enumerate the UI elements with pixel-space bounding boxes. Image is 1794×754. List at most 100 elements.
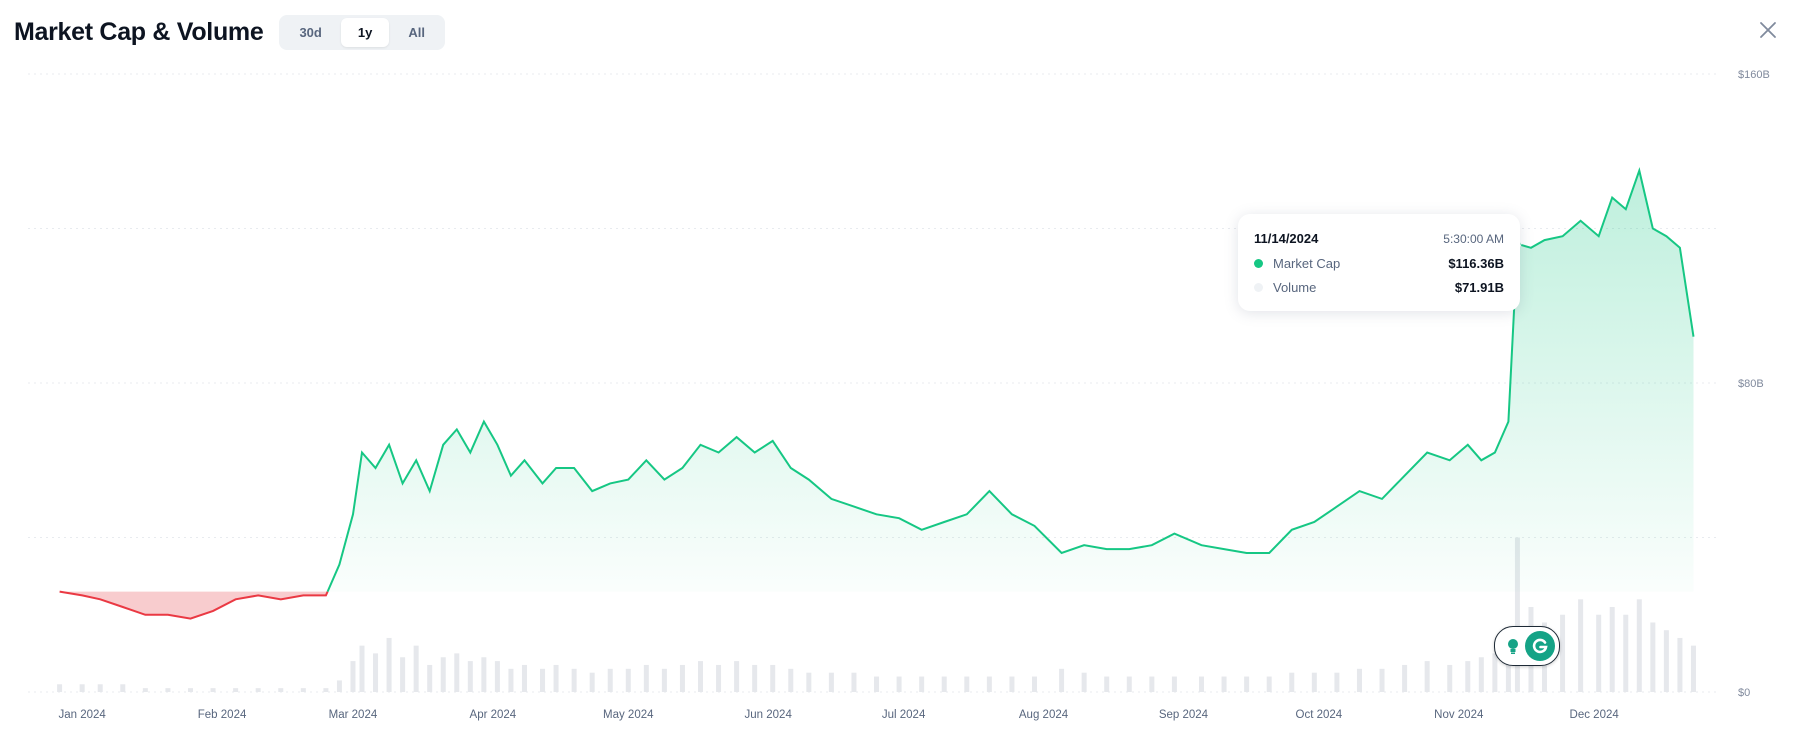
volume-bar: [1596, 614, 1602, 692]
market-cap-line-up: [326, 167, 1695, 592]
volume-bar: [300, 688, 306, 692]
y-tick-label: $0: [1738, 687, 1750, 699]
volume-bar: [964, 676, 970, 692]
grammarly-g-icon: [1525, 631, 1555, 661]
volume-bar: [1266, 676, 1272, 692]
volume-bar: [1578, 599, 1584, 692]
tooltip-volume-label: Volume: [1273, 280, 1317, 295]
x-tick-label: May 2024: [603, 709, 654, 721]
volume-bar: [553, 664, 559, 692]
volume-bar: [986, 676, 992, 692]
volume-bar: [373, 653, 379, 692]
volume-bar: [1623, 614, 1629, 692]
volume-bar: [698, 661, 704, 692]
volume-bar: [1009, 676, 1015, 692]
volume-bar: [1311, 672, 1317, 692]
volume-bar: [752, 664, 758, 692]
volume-bar: [494, 661, 500, 692]
market-cap-area-down: [59, 591, 328, 619]
range-all-button[interactable]: All: [391, 18, 442, 47]
chart-title: Market Cap & Volume: [14, 17, 264, 46]
x-tick-label: Feb 2024: [198, 709, 247, 721]
volume-bar: [120, 684, 126, 692]
market-cap-dot-icon: [1254, 259, 1263, 268]
volume-bar: [643, 664, 649, 692]
volume-bar: [1334, 672, 1340, 692]
y-tick-label: $160B: [1738, 69, 1770, 81]
volume-bar: [427, 664, 433, 692]
volume-bar: [1221, 676, 1227, 692]
volume-bar: [1690, 645, 1696, 692]
volume-bar: [454, 653, 460, 692]
lightbulb-icon: [1508, 639, 1518, 654]
volume-bar: [440, 657, 446, 692]
volume-bar: [1171, 676, 1177, 692]
volume-bar: [1636, 599, 1642, 692]
market-cap-area-up: [327, 170, 1694, 592]
volume-bar: [1126, 676, 1132, 692]
volume-bar: [233, 688, 239, 692]
volume-bar: [97, 684, 103, 692]
volume-bar: [1244, 676, 1250, 692]
volume-bar: [1031, 676, 1037, 692]
range-30d-button[interactable]: 30d: [282, 18, 338, 47]
volume-bar: [716, 664, 722, 692]
volume-bar: [571, 668, 577, 692]
volume-bar: [625, 668, 631, 692]
x-tick-label: Apr 2024: [470, 709, 517, 721]
tooltip-volume-value: $71.91B: [1454, 280, 1504, 295]
volume-bar: [521, 664, 527, 692]
volume-bar: [679, 664, 685, 692]
chart-header: Market Cap & Volume 30d 1y All: [14, 14, 445, 50]
x-tick-label: Mar 2024: [329, 709, 378, 721]
chart-tooltip: 11/14/2024 5:30:00 AM Market Cap $116.36…: [1238, 214, 1520, 311]
volume-bar: [1198, 676, 1204, 692]
volume-bar: [1663, 630, 1669, 692]
tooltip-market-cap-value: $116.36B: [1448, 256, 1504, 271]
volume-bar: [1104, 676, 1110, 692]
x-tick-label: Sep 2024: [1159, 709, 1209, 721]
x-tick-label: Dec 2024: [1570, 709, 1620, 721]
volume-bar: [851, 672, 857, 692]
volume-bar: [1514, 537, 1520, 692]
tooltip-market-cap-label: Market Cap: [1273, 256, 1341, 271]
volume-bar: [1081, 672, 1087, 692]
x-tick-label: Jul 2024: [882, 709, 926, 721]
range-1y-button[interactable]: 1y: [340, 17, 390, 47]
volume-bar: [481, 657, 487, 692]
volume-bar: [734, 661, 740, 692]
volume-bar: [1560, 614, 1566, 692]
market-cap-line-down: [59, 590, 329, 620]
x-tick-label: Jun 2024: [745, 709, 793, 721]
volume-bar: [386, 637, 392, 692]
volume-bar: [607, 668, 613, 692]
volume-bar: [350, 661, 356, 692]
volume-bar: [278, 688, 284, 692]
volume-bar: [788, 668, 794, 692]
volume-bar: [323, 688, 329, 692]
volume-bar: [255, 688, 261, 692]
volume-bar: [1149, 676, 1155, 692]
volume-bar: [1650, 622, 1656, 692]
grammarly-badge[interactable]: [1494, 626, 1560, 666]
volume-bar: [1478, 657, 1484, 692]
close-icon: [1760, 22, 1776, 38]
volume-bar: [400, 657, 406, 692]
volume-bar: [1424, 661, 1430, 692]
x-tick-label: Aug 2024: [1019, 709, 1069, 721]
x-tick-label: Nov 2024: [1434, 709, 1484, 721]
volume-bar: [941, 676, 947, 692]
volume-bar: [336, 680, 342, 692]
volume-bar: [413, 645, 419, 692]
volume-bar: [1609, 607, 1615, 692]
volume-dot-icon: [1254, 283, 1263, 292]
volume-bar: [210, 688, 216, 692]
volume-bar: [874, 676, 880, 692]
volume-bar: [828, 672, 834, 692]
close-button[interactable]: [1756, 18, 1780, 42]
volume-bar: [508, 668, 514, 692]
volume-bar: [1059, 668, 1065, 692]
volume-bar: [57, 684, 63, 692]
volume-bar: [359, 645, 365, 692]
